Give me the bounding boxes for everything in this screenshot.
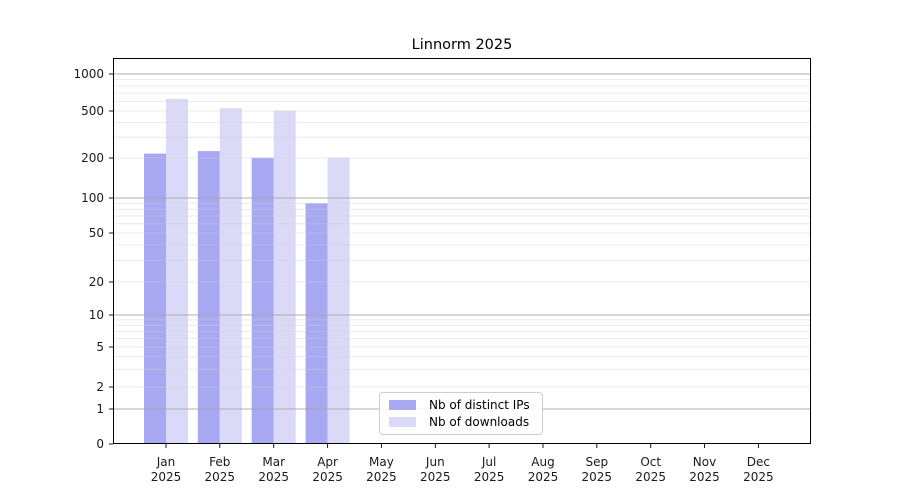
x-tick-label-may: May 2025: [366, 455, 397, 484]
legend-item-distinct-ips: Nb of distinct IPs: [389, 397, 534, 414]
legend-label-distinct-ips: Nb of distinct IPs: [429, 398, 530, 413]
x-tick-label-jan: Jan 2025: [151, 455, 182, 484]
y-tick-label: 50: [89, 226, 104, 240]
legend-item-downloads: Nb of downloads: [389, 414, 534, 431]
x-tick-label-feb: Feb 2025: [205, 455, 236, 484]
bar-nb-of-downloads-apr: [327, 157, 350, 444]
y-tick-label: 20: [89, 275, 104, 289]
y-tick-label: 2: [96, 380, 104, 394]
x-tick-label-dec: Dec 2025: [743, 455, 774, 484]
legend: Nb of distinct IPs Nb of downloads: [379, 392, 543, 435]
y-tick-label: 1000: [73, 67, 104, 81]
bar-nb-of-downloads-mar: [273, 110, 296, 444]
legend-label-downloads: Nb of downloads: [429, 414, 530, 429]
x-tick-label-aug: Aug 2025: [528, 455, 559, 484]
plot-border: [113, 58, 811, 444]
x-tick-label-jul: Jul 2025: [474, 455, 505, 484]
y-tick-label: 10: [89, 308, 104, 322]
bar-nb-of-distinct-ips-mar: [251, 157, 274, 444]
x-tick-label-nov: Nov 2025: [689, 455, 720, 484]
y-tick-label: 5: [96, 340, 104, 354]
y-tick-label: 1: [96, 402, 104, 416]
y-tick-label: 200: [81, 151, 104, 165]
y-tick-label: 0: [96, 437, 104, 451]
bar-nb-of-downloads-feb: [219, 108, 242, 444]
chart-title: Linnorm 2025: [411, 37, 513, 53]
y-tick-label: 500: [81, 104, 104, 118]
bar-nb-of-distinct-ips-apr: [305, 203, 328, 444]
bar-nb-of-downloads-jan: [166, 98, 188, 445]
legend-swatch-distinct-ips: [389, 400, 416, 411]
x-tick-label-mar: Mar 2025: [258, 455, 289, 484]
x-tick-label-jun: Jun 2025: [420, 455, 451, 484]
x-tick-label-sep: Sep 2025: [582, 455, 613, 484]
x-tick-label-apr: Apr 2025: [312, 455, 343, 484]
x-tick-label-oct: Oct 2025: [635, 455, 666, 484]
legend-swatch-downloads: [389, 416, 416, 427]
bar-nb-of-distinct-ips-feb: [197, 151, 220, 444]
bar-nb-of-distinct-ips-jan: [144, 153, 166, 444]
y-tick-label: 100: [81, 191, 104, 205]
